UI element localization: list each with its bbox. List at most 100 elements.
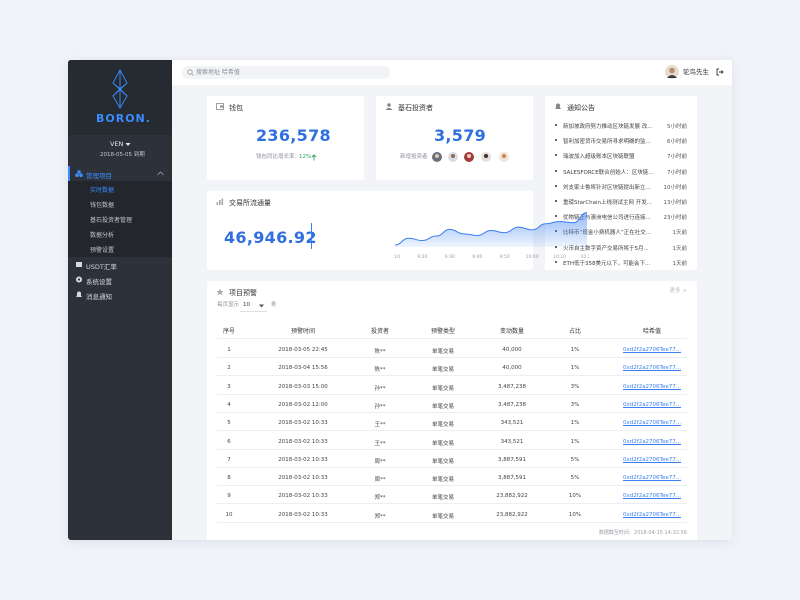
wallet-value: 236,578 bbox=[256, 126, 331, 145]
notice-text[interactable]: 重磅StarChain上线测试主网 开发... bbox=[563, 200, 652, 206]
table-cell: 2018-03-02 12:00 bbox=[278, 401, 328, 408]
submenu-item[interactable]: 钱包数据 bbox=[68, 196, 172, 211]
table-cell: 2018-03-05 22:45 bbox=[278, 347, 328, 353]
collapse-arrow bbox=[157, 171, 164, 176]
table-cell: 3,887,591 bbox=[498, 475, 526, 482]
bullet bbox=[555, 124, 557, 126]
menu-item[interactable]: USDT汇率 bbox=[68, 257, 172, 272]
search-box[interactable]: 搜索地址 哈希值 bbox=[182, 66, 390, 79]
submenu-item[interactable]: 基石投资者管理 bbox=[68, 211, 172, 226]
wallet-card: 钱包 236,578 钱包同比增长率： 12% bbox=[207, 96, 364, 180]
table-cell: 2018-03-02 10:33 bbox=[278, 475, 328, 482]
menu-label: 管理项目 bbox=[86, 172, 112, 180]
table-cell: 2018-03-02 10:33 bbox=[278, 420, 328, 427]
hash-link[interactable]: 0xd2f2a2706Tee77... bbox=[623, 511, 681, 518]
menu-label: USDT汇率 bbox=[86, 263, 117, 271]
submenu-label: 预警设置 bbox=[90, 247, 115, 254]
user-name[interactable]: 鸵鸟先生 bbox=[683, 68, 709, 76]
card-icon bbox=[555, 103, 561, 109]
table-cell: 2018-03-03 15:00 bbox=[278, 383, 328, 390]
table-cell: 3% bbox=[570, 401, 580, 408]
submenu-label: 实时数据 bbox=[90, 187, 115, 194]
hash-link[interactable]: 0xd2f2a2706Tee77... bbox=[623, 383, 681, 390]
submenu-item[interactable]: 预警设置 bbox=[68, 241, 172, 257]
card-title: 项目预警 bbox=[229, 289, 257, 297]
table-cell: 单笔交易 bbox=[431, 440, 455, 447]
notice-time: 13小时前 bbox=[663, 200, 688, 206]
select-arrow bbox=[259, 304, 264, 308]
notice-text[interactable]: 新加坡政府努力推动区块链发展 改... bbox=[563, 124, 653, 130]
row-divider bbox=[217, 430, 687, 432]
more-link[interactable]: 更多 > bbox=[669, 288, 687, 294]
brand-area: BORON. bbox=[68, 60, 172, 135]
notice-time: 7小时前 bbox=[667, 154, 687, 161]
submenu-item[interactable]: 实时数据 bbox=[68, 181, 172, 196]
account-name[interactable]: VEN bbox=[110, 140, 124, 148]
menu-item[interactable]: 管理项目 bbox=[68, 166, 172, 181]
table-cell: 陈** bbox=[374, 367, 386, 374]
notice-text[interactable]: 比特币“现金小费机器人”正在社交... bbox=[563, 230, 651, 237]
page-size-label: 每页显示 bbox=[217, 302, 240, 308]
row-divider bbox=[217, 375, 687, 377]
page-size-value: 10 bbox=[243, 302, 250, 308]
x-tick-label: 9:40 bbox=[472, 254, 482, 260]
area-fill bbox=[395, 212, 587, 247]
search-icon bbox=[187, 69, 194, 76]
menu-label: 消息通知 bbox=[86, 293, 112, 301]
table-cell: 4 bbox=[227, 401, 231, 408]
hash-link[interactable]: 0xd2f2a2706Tee77... bbox=[623, 438, 681, 445]
menu-icon bbox=[76, 262, 82, 267]
hash-link[interactable]: 0xd2f2a2706Tee77... bbox=[623, 420, 681, 427]
dropdown-arrow bbox=[125, 143, 131, 146]
card-title: 钱包 bbox=[229, 104, 243, 112]
menu-item[interactable]: 系统设置 bbox=[68, 272, 172, 287]
menu-item[interactable]: 消息通知 bbox=[68, 287, 172, 302]
notice-text[interactable]: SALESFORCE联合创始人：区块链... bbox=[563, 169, 654, 176]
user-avatar[interactable] bbox=[665, 65, 679, 79]
logout-icon[interactable] bbox=[716, 68, 724, 76]
menu-icon bbox=[76, 276, 82, 283]
exchange-card: 交易所流通量 46,946.92 9:10 9:20 9:30 9:40 9:50 10:… bbox=[207, 191, 589, 270]
hash-link[interactable]: 0xd2f2a2706Tee77... bbox=[623, 401, 681, 408]
page-size-select[interactable]: 10 bbox=[240, 300, 267, 312]
page-size-unit: 条 bbox=[271, 302, 277, 308]
table-cell: 单笔交易 bbox=[431, 422, 455, 429]
divider bbox=[311, 223, 312, 249]
table-cell: 1% bbox=[570, 347, 580, 353]
hash-link[interactable]: 0xd2f2a2706Tee77... bbox=[623, 365, 681, 372]
table-cell: 2018-03-02 10:33 bbox=[278, 493, 328, 500]
card-title: 基石投资者 bbox=[398, 104, 433, 112]
table-cell: 8 bbox=[227, 475, 231, 482]
table-cell: 3,887,591 bbox=[498, 456, 526, 463]
table-cell: 孙** bbox=[374, 385, 386, 392]
row-divider bbox=[217, 466, 687, 468]
x-tick-label: 10:00 bbox=[526, 254, 539, 260]
table-cell: 陈** bbox=[374, 349, 386, 355]
card-icon bbox=[216, 103, 224, 110]
submenu-label: 钱包数据 bbox=[90, 202, 115, 209]
notice-text[interactable]: 优物链正与澳洲电信公司进行连接... bbox=[563, 215, 651, 222]
notice-text[interactable]: 智利加密货币交易所寻求明确的监... bbox=[563, 139, 651, 146]
submenu-item[interactable]: 数据分析 bbox=[68, 226, 172, 241]
table-cell: 单笔交易 bbox=[431, 513, 455, 520]
top-bar: 搜索地址 哈希值 鸵鸟先生 bbox=[172, 60, 732, 85]
hash-link[interactable]: 0xd2f2a2706Tee77... bbox=[623, 475, 681, 482]
submenu-label: 基石投资者管理 bbox=[90, 217, 133, 224]
notice-text[interactable]: 火币自主数字资产交易所将于5月... bbox=[563, 245, 649, 252]
active-indicator bbox=[68, 166, 70, 181]
table-cell: 343,521 bbox=[500, 438, 524, 445]
notice-text[interactable]: ETH低于358美元以下，可能会下... bbox=[563, 260, 651, 267]
table-cell: 5% bbox=[570, 475, 580, 482]
hash-link[interactable]: 0xd2f2a2706Tee77... bbox=[623, 347, 681, 353]
notice-text[interactable]: 瑞波加入超级账本区块链联盟 bbox=[563, 154, 635, 161]
hash-link[interactable]: 0xd2f2a2706Tee77... bbox=[623, 456, 681, 463]
table-cell: 王** bbox=[374, 422, 386, 429]
table-cell: 单笔交易 bbox=[431, 349, 455, 355]
table-cell: 1% bbox=[570, 420, 580, 427]
notice-time: 1天前 bbox=[672, 245, 688, 252]
sidebar: BORON. VEN 2018-05-05 到期 管理项目 实时数据 钱包数据 … bbox=[68, 60, 172, 540]
data-timestamp: 数据截至时间：2018-04-15 14:32:56 bbox=[598, 530, 687, 536]
notice-text[interactable]: 刘支家士鲁将针对区块链提出新立... bbox=[563, 184, 651, 191]
hash-link[interactable]: 0xd2f2a2706Tee77... bbox=[623, 493, 681, 500]
bullet bbox=[555, 260, 557, 263]
